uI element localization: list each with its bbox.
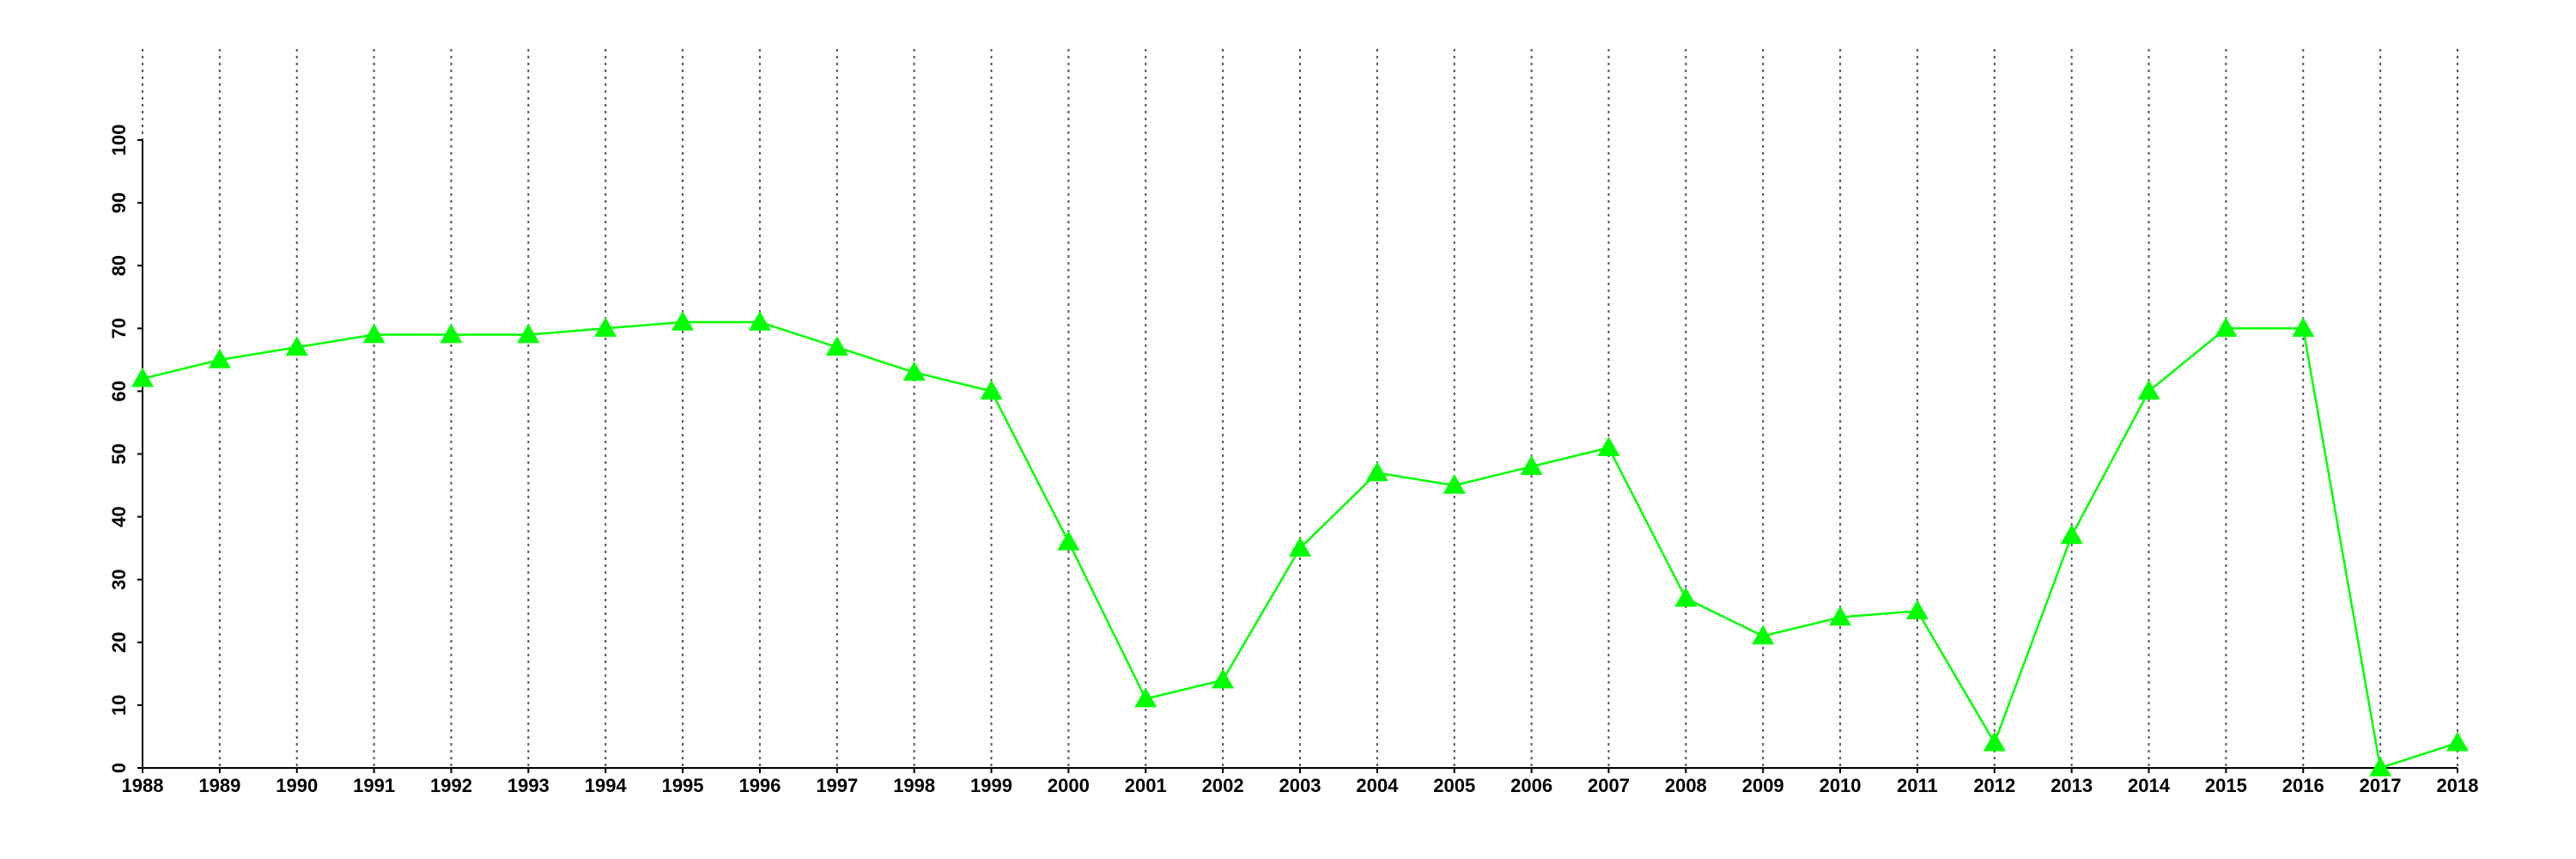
x-tick-label: 2013 — [2050, 775, 2093, 796]
x-tick-label: 2005 — [1433, 775, 1475, 796]
marker — [517, 323, 540, 344]
y-tick-label: 30 — [108, 569, 130, 589]
x-tick-label: 2011 — [1897, 775, 1938, 796]
x-tick-label: 1998 — [893, 775, 935, 796]
marker — [1597, 436, 1620, 456]
marker — [594, 317, 617, 338]
marker — [902, 361, 926, 381]
marker — [2060, 524, 2083, 545]
marker — [2369, 757, 2392, 777]
marker — [825, 336, 848, 356]
marker — [1905, 600, 1929, 619]
x-tick-label: 2003 — [1279, 775, 1321, 796]
y-tick-label: 80 — [108, 255, 130, 276]
marker — [748, 310, 771, 331]
marker — [131, 367, 154, 387]
y-tick-label: 40 — [108, 506, 130, 527]
x-tick-label: 1989 — [198, 775, 240, 796]
x-tick-label: 2010 — [1820, 775, 1862, 796]
y-tick-label: 20 — [108, 632, 130, 653]
y-tick-label: 50 — [108, 443, 130, 464]
marker — [2292, 317, 2315, 338]
marker — [362, 323, 386, 344]
x-tick-label: 2004 — [1356, 775, 1399, 796]
marker — [1983, 731, 2006, 752]
x-tick-label: 2015 — [2205, 775, 2247, 796]
x-tick-label: 1988 — [122, 775, 164, 796]
marker — [285, 336, 308, 356]
marker — [1829, 606, 1852, 626]
marker — [440, 323, 463, 344]
x-tick-label: 1991 — [353, 775, 395, 796]
x-tick-label: 1996 — [738, 775, 781, 796]
x-tick-label: 1992 — [430, 775, 472, 796]
x-tick-label: 1995 — [662, 775, 704, 796]
x-tick-label: 2001 — [1125, 775, 1167, 796]
marker — [208, 348, 231, 369]
marker — [1674, 587, 1698, 607]
marker — [1520, 455, 1543, 475]
marker — [671, 310, 695, 331]
x-tick-label: 2014 — [2128, 775, 2171, 796]
x-tick-label: 2009 — [1742, 775, 1784, 796]
marker — [2446, 731, 2469, 752]
marker — [2137, 380, 2160, 400]
y-tick-label: 60 — [108, 381, 130, 401]
x-tick-label: 2012 — [1973, 775, 2015, 796]
y-tick-label: 0 — [108, 763, 130, 773]
marker — [1443, 474, 1466, 494]
marker — [2215, 317, 2238, 338]
x-tick-label: 1990 — [276, 775, 318, 796]
y-tick-label: 90 — [108, 192, 130, 213]
y-tick-label: 70 — [108, 318, 130, 338]
x-tick-label: 2002 — [1202, 775, 1244, 796]
x-tick-label: 2006 — [1510, 775, 1552, 796]
marker — [1365, 461, 1388, 482]
marker — [1057, 530, 1080, 551]
y-tick-label: 100 — [108, 125, 130, 156]
x-tick-label: 2000 — [1048, 775, 1090, 796]
x-tick-label: 2008 — [1665, 775, 1707, 796]
y-tick-label: 10 — [108, 695, 130, 716]
marker — [980, 380, 1003, 400]
x-tick-label: 1999 — [970, 775, 1012, 796]
x-tick-label: 2016 — [2282, 775, 2324, 796]
marker — [1752, 624, 1775, 645]
marker — [1134, 687, 1157, 708]
x-tick-label: 1994 — [585, 775, 628, 796]
x-tick-label: 2018 — [2437, 775, 2479, 796]
x-tick-label: 1993 — [507, 775, 550, 796]
marker — [1289, 537, 1311, 557]
marker — [1212, 668, 1235, 689]
x-tick-label: 2007 — [1588, 775, 1630, 796]
x-tick-label: 2017 — [2360, 775, 2402, 796]
x-tick-label: 1997 — [816, 775, 858, 796]
